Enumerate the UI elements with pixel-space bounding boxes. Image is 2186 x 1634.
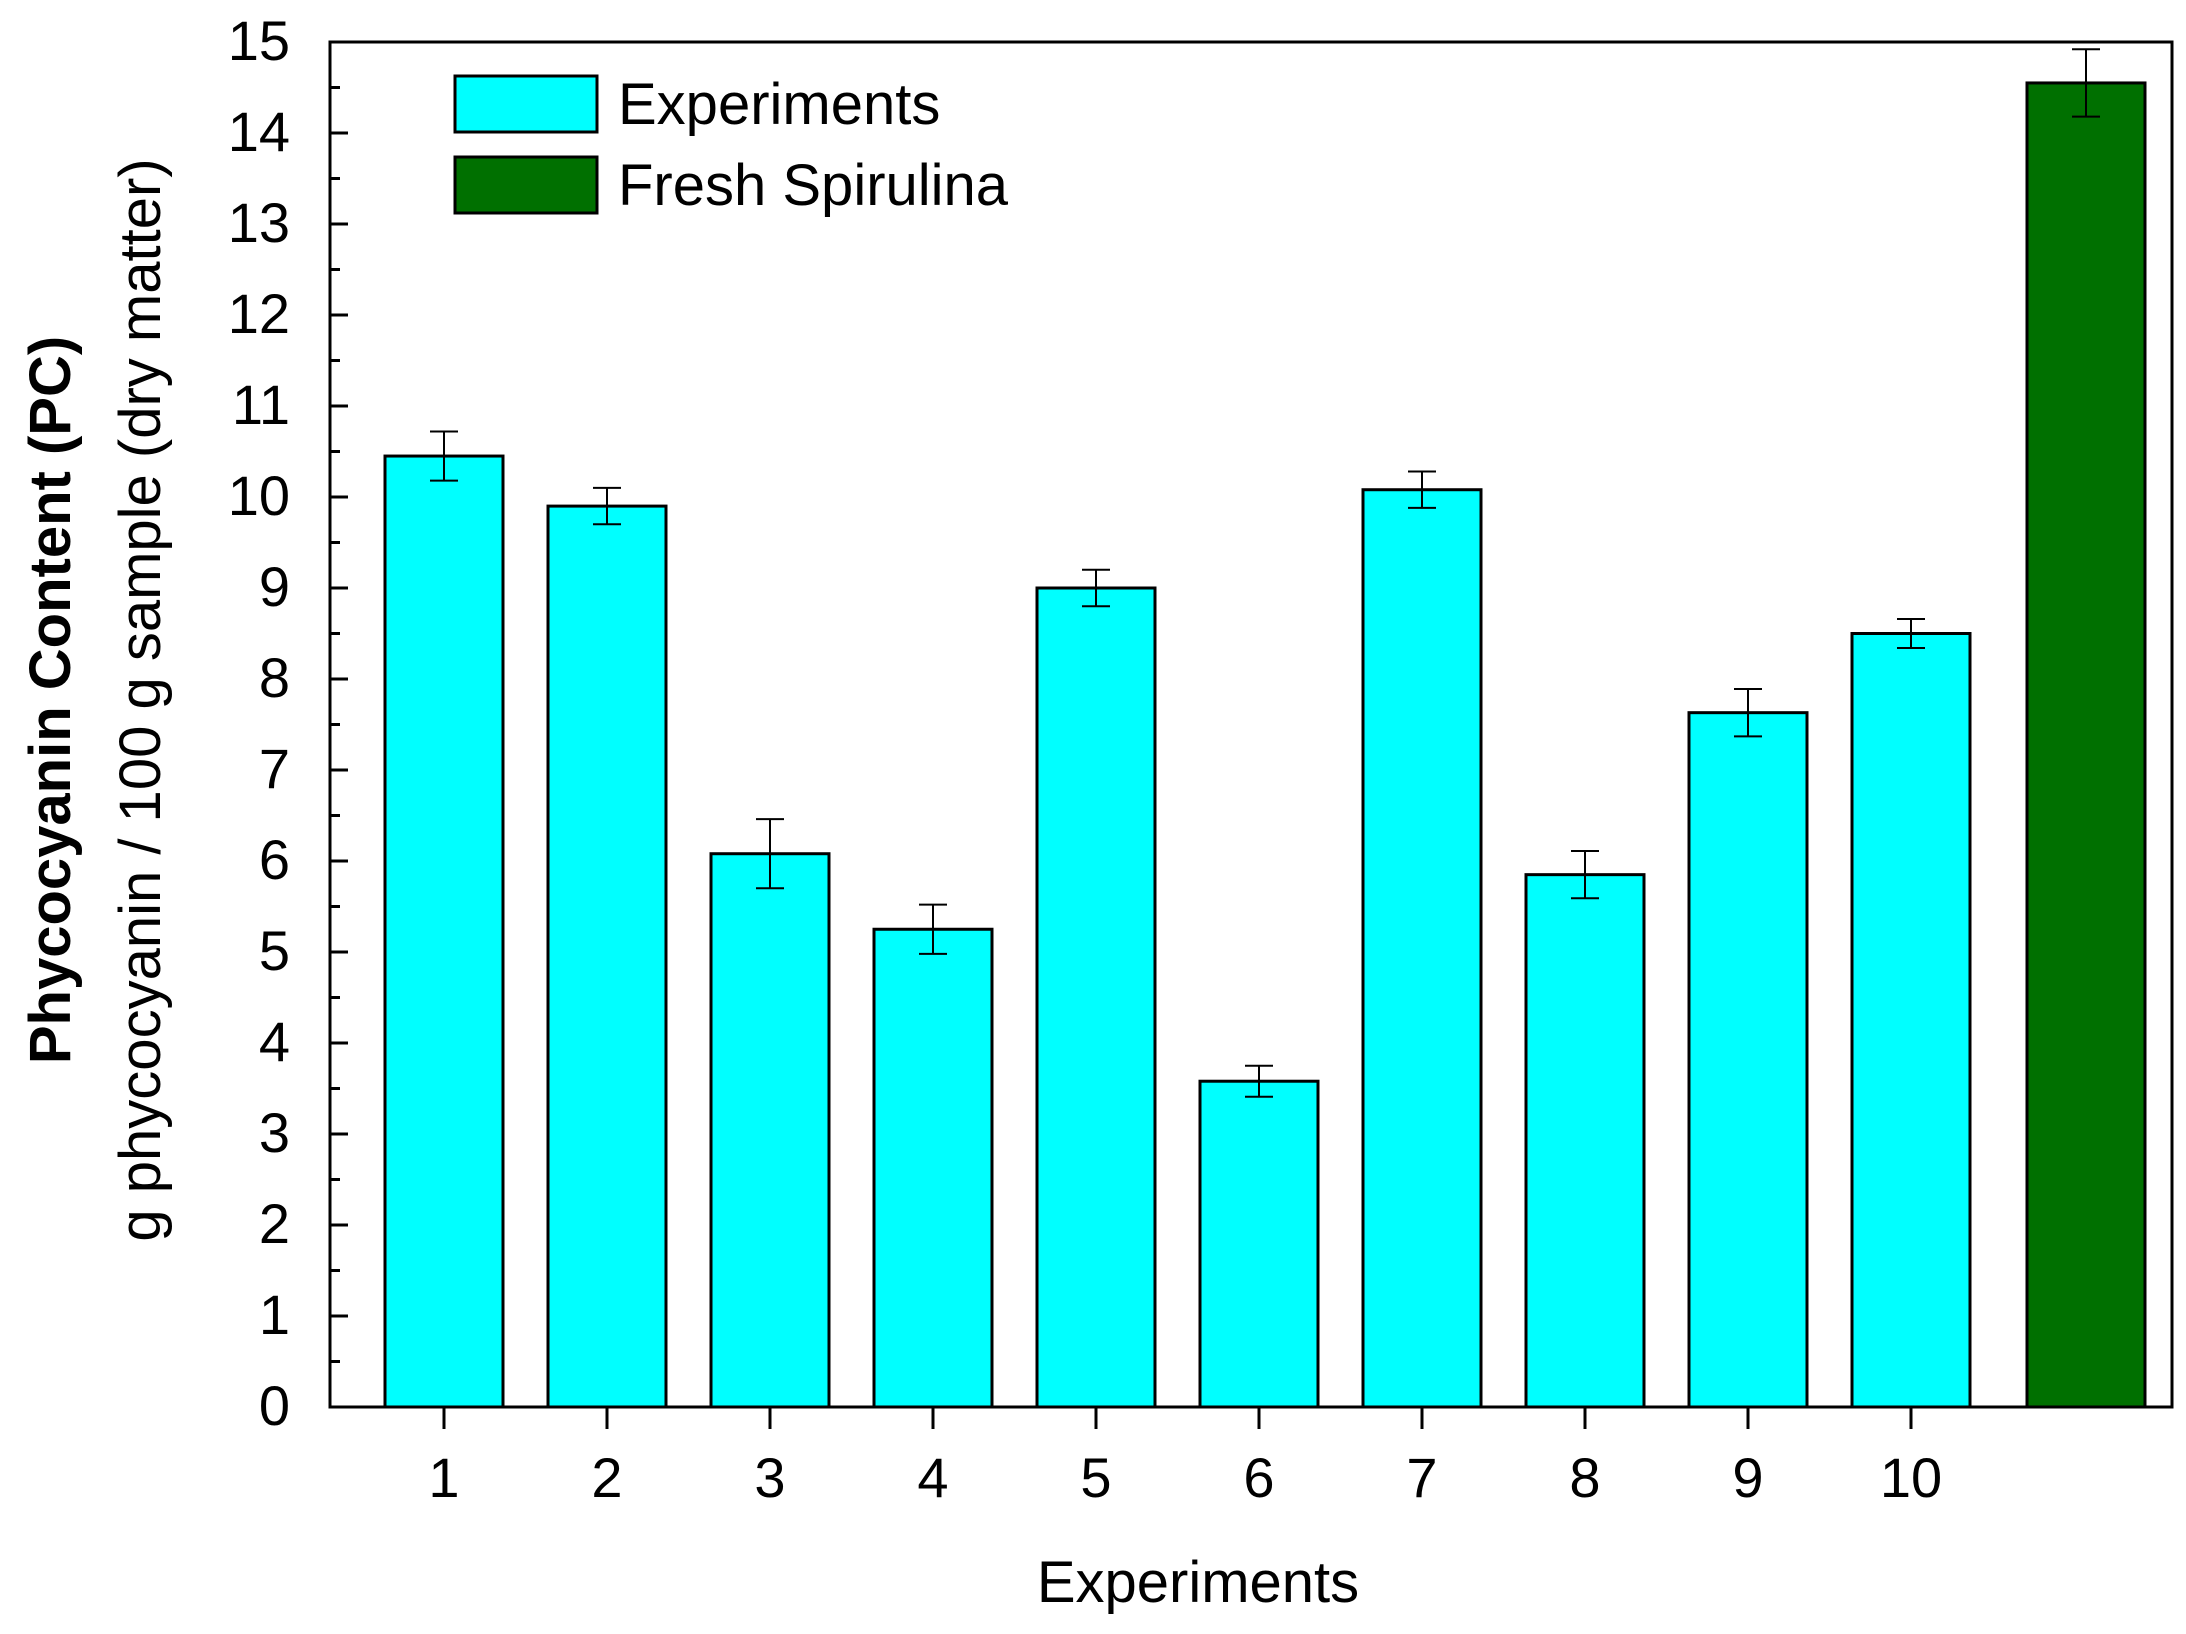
bar-experiment-8 <box>1524 873 1646 1409</box>
legend-label-fresh-spirulina: Fresh Spirulina <box>618 153 1009 218</box>
bar-fresh-spirulina <box>2025 81 2147 1409</box>
bar-experiment-2 <box>546 504 668 1409</box>
x-axis-ticks: 1 2 3 4 5 6 7 8 9 10 <box>428 1407 1942 1509</box>
x-tick-label: 2 <box>591 1446 622 1509</box>
bar-experiment-6 <box>1198 1079 1320 1409</box>
y-tick-label: 11 <box>232 373 290 436</box>
x-tick-label: 6 <box>1243 1446 1274 1509</box>
x-tick-label: 10 <box>1880 1446 1942 1509</box>
legend-swatch-fresh-spirulina <box>453 155 599 215</box>
y-tick-label: 5 <box>259 919 290 982</box>
x-tick-label: 5 <box>1080 1446 1111 1509</box>
x-tick-label: 4 <box>917 1446 948 1509</box>
x-axis-title: Experiments <box>1037 1550 1359 1615</box>
bar-experiment-3 <box>709 852 831 1409</box>
x-tick-label: 9 <box>1732 1446 1763 1509</box>
y-tick-label: 13 <box>228 191 290 254</box>
y-tick-label: 14 <box>228 100 290 163</box>
bars <box>383 48 2147 1409</box>
legend: Experiments Fresh Spirulina <box>453 72 1009 218</box>
y-tick-label: 9 <box>259 555 290 618</box>
legend-label-experiments: Experiments <box>618 72 940 137</box>
x-tick-label: 3 <box>754 1446 785 1509</box>
bar-experiment-9 <box>1687 711 1809 1409</box>
y-tick-label: 4 <box>259 1010 290 1073</box>
y-tick-label: 2 <box>259 1192 290 1255</box>
x-tick-label: 7 <box>1406 1446 1437 1509</box>
bar-experiment-5 <box>1035 586 1157 1409</box>
y-tick-label: 15 <box>228 9 290 72</box>
bar-experiment-7 <box>1361 488 1483 1409</box>
x-tick-label: 8 <box>1569 1446 1600 1509</box>
y-tick-label: 1 <box>259 1283 290 1346</box>
y-tick-label: 8 <box>259 646 290 709</box>
legend-swatch-experiments <box>453 74 599 134</box>
y-axis-title: Phycocyanin Content (PC) <box>18 336 83 1064</box>
y-tick-label: 10 <box>228 464 290 527</box>
y-tick-label: 0 <box>259 1374 290 1437</box>
bar-experiment-1 <box>383 454 505 1409</box>
bar-experiment-10 <box>1850 632 1972 1409</box>
y-tick-label: 7 <box>259 737 290 800</box>
y-axis-subtitle: g phycocyanin / 100 g sample (dry matter… <box>108 158 173 1241</box>
x-tick-label: 1 <box>428 1446 459 1509</box>
bar-experiment-4 <box>872 927 994 1409</box>
plot-frame <box>328 40 2174 1409</box>
y-tick-label: 6 <box>259 828 290 891</box>
y-tick-label: 3 <box>259 1101 290 1164</box>
y-tick-label: 12 <box>228 282 290 345</box>
